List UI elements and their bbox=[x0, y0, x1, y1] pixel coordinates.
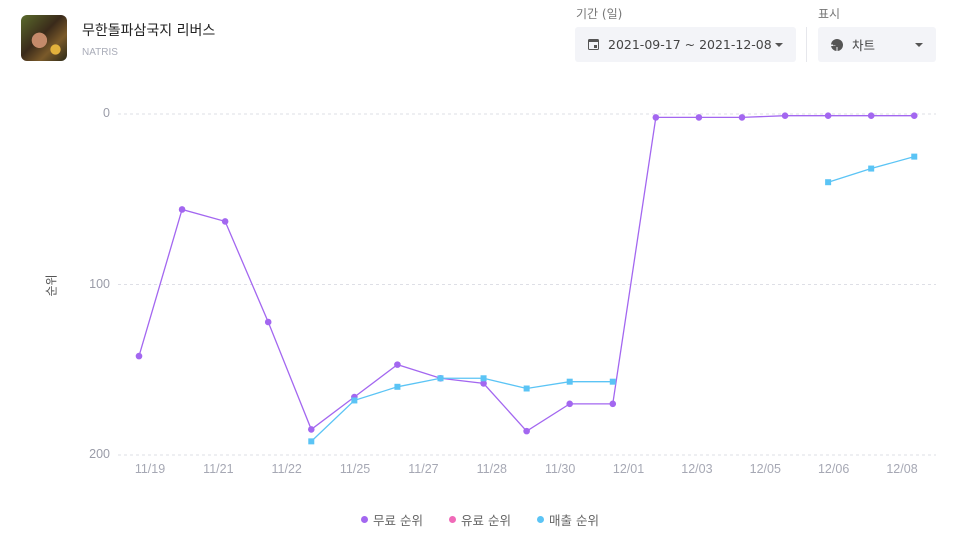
app-publisher: NATRIS bbox=[82, 47, 118, 58]
x-tick-label: 11/25 bbox=[339, 462, 371, 476]
view-value: 차트 bbox=[852, 38, 876, 53]
x-tick-label: 12/08 bbox=[886, 462, 918, 476]
legend-dot-icon bbox=[361, 516, 369, 523]
y-tick-label: 200 bbox=[89, 447, 110, 461]
data-point[interactable] bbox=[351, 397, 358, 404]
data-point[interactable] bbox=[825, 179, 832, 186]
data-point[interactable] bbox=[695, 114, 703, 121]
data-point[interactable] bbox=[264, 318, 272, 326]
data-point[interactable] bbox=[609, 378, 616, 385]
data-point[interactable] bbox=[867, 112, 875, 120]
data-point[interactable] bbox=[609, 400, 617, 408]
legend-label: 유료 순위 bbox=[461, 513, 511, 528]
data-point[interactable] bbox=[135, 352, 143, 360]
view-select[interactable]: 차트 bbox=[818, 27, 936, 62]
app-icon bbox=[21, 15, 67, 61]
x-tick-label: 11/30 bbox=[544, 462, 576, 476]
chart-legend: 무료 순위 유료 순위 매출 순위 bbox=[0, 510, 960, 529]
legend-label: 매출 순위 bbox=[548, 513, 599, 528]
data-point[interactable] bbox=[178, 206, 186, 213]
x-tick-label: 12/05 bbox=[749, 462, 781, 476]
y-tick-label: 0 bbox=[103, 106, 110, 120]
legend-label: 무료 순위 bbox=[373, 513, 423, 528]
data-point[interactable] bbox=[911, 153, 918, 160]
data-point[interactable] bbox=[308, 438, 315, 445]
calendar-icon bbox=[588, 39, 599, 50]
y-tick-label: 100 bbox=[89, 276, 110, 291]
data-point[interactable] bbox=[221, 218, 229, 225]
data-point[interactable] bbox=[652, 114, 660, 121]
x-tick-label: 11/28 bbox=[476, 462, 507, 476]
caret-down-icon bbox=[915, 43, 923, 47]
period-value: 2021-09-17 ~ 2021-12-08 bbox=[608, 37, 772, 52]
data-point[interactable] bbox=[307, 426, 315, 433]
pie-chart-icon bbox=[831, 38, 843, 51]
data-point[interactable] bbox=[480, 375, 487, 382]
data-point[interactable] bbox=[781, 112, 789, 120]
data-point[interactable] bbox=[824, 112, 832, 120]
data-point[interactable] bbox=[480, 380, 487, 387]
data-point[interactable] bbox=[566, 378, 573, 385]
data-point[interactable] bbox=[868, 165, 875, 172]
x-tick-label: 11/27 bbox=[408, 462, 439, 476]
data-point[interactable] bbox=[394, 383, 401, 390]
series-line bbox=[138, 115, 915, 432]
data-point[interactable] bbox=[910, 112, 918, 120]
caret-down-icon bbox=[775, 43, 783, 47]
legend-dot-icon bbox=[449, 516, 456, 523]
legend-dot-icon bbox=[536, 516, 544, 523]
data-point[interactable] bbox=[566, 400, 573, 408]
x-tick-label: 11/22 bbox=[271, 462, 302, 476]
x-tick-label: 11/21 bbox=[203, 462, 234, 476]
legend-item[interactable]: 매출 순위 bbox=[536, 510, 599, 529]
data-point[interactable] bbox=[523, 385, 530, 392]
data-point[interactable] bbox=[738, 114, 746, 121]
x-tick-label: 12/01 bbox=[612, 462, 645, 476]
x-tick-label: 12/06 bbox=[817, 462, 850, 476]
period-label: 기간 (일) bbox=[576, 7, 623, 21]
period-select[interactable]: 2021-09-17 ~ 2021-12-08 bbox=[575, 27, 796, 62]
x-tick-label: 11/19 bbox=[134, 462, 166, 476]
app-title: 무한돌파삼국지 리버스 bbox=[82, 23, 216, 39]
data-point[interactable] bbox=[523, 427, 530, 435]
series-line bbox=[310, 377, 613, 442]
legend-item[interactable]: 무료 순위 bbox=[361, 510, 423, 529]
data-point[interactable] bbox=[437, 375, 444, 382]
view-label: 표시 bbox=[818, 7, 841, 21]
legend-item[interactable]: 유료 순위 bbox=[449, 510, 511, 529]
filter-divider bbox=[806, 27, 807, 62]
data-point[interactable] bbox=[394, 361, 401, 368]
x-tick-label: 12/03 bbox=[681, 462, 713, 476]
